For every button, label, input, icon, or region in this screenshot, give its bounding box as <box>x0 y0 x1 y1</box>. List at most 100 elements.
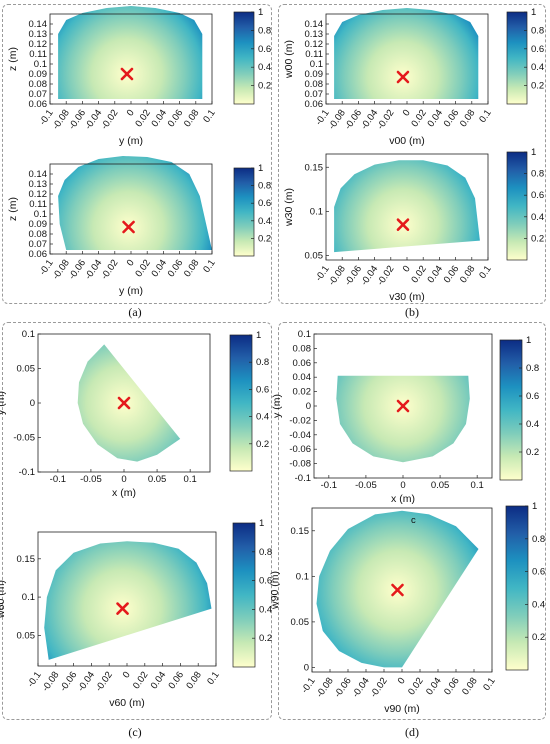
colorbar-tick-label: 0.2 <box>531 233 544 244</box>
x-axis-label: v00 (m) <box>389 135 425 147</box>
x-tick-label: 0.1 <box>201 108 218 125</box>
y-tick-label: 0.07 <box>305 89 324 100</box>
y-tick-label: 0.14 <box>29 19 48 30</box>
x-tick-label: -0.02 <box>99 258 120 282</box>
colorbar-tick-label: 1 <box>532 501 537 512</box>
x-tick-label: 0 <box>125 258 137 269</box>
x-tick-label: -0.08 <box>51 108 72 132</box>
y-tick-label: -0.06 <box>289 444 311 455</box>
heatmap-field <box>58 6 203 99</box>
x-tick-label: 0.02 <box>133 108 153 129</box>
x-tick-label: -0.08 <box>314 676 335 700</box>
x-tick-label: -0.02 <box>99 108 120 132</box>
x-tick-label: 0.04 <box>426 264 446 285</box>
y-tick-label: 0.08 <box>29 229 48 240</box>
colorbar-tick-label: 0.8 <box>258 181 271 192</box>
panel-label-d: (d) <box>405 725 419 739</box>
x-tick-label: -0.04 <box>83 258 104 282</box>
colorbar-tick-label: 0.8 <box>531 169 544 180</box>
colorbar <box>506 11 528 105</box>
x-tick-label: 0.06 <box>166 108 186 129</box>
center-marker <box>396 399 410 413</box>
colorbar-tick-label: 1 <box>259 518 264 529</box>
colorbar <box>233 167 255 257</box>
x-tick-label: 0.1 <box>481 676 498 693</box>
x-axis-label: x (m) <box>112 487 136 499</box>
x-tick-label: -0.04 <box>359 264 380 288</box>
x-tick-label: -0.04 <box>76 670 97 694</box>
center-marker <box>122 220 135 234</box>
x-tick-label: 0.02 <box>406 676 426 697</box>
x-axis-label: v90 (m) <box>384 703 420 715</box>
y-tick-label: 0.14 <box>29 169 48 180</box>
y-tick-label: 0.04 <box>293 372 312 383</box>
x-axis-label: y (m) <box>119 135 143 147</box>
y-axis-label: y (m) <box>0 391 7 415</box>
x-tick-label: 0.06 <box>442 676 462 697</box>
colorbar <box>499 339 523 481</box>
y-tick-label: 0.12 <box>29 39 48 50</box>
chart-2: -0.1-0.08-0.06-0.04-0.02 00.020.040.060.0… <box>7 156 271 297</box>
x-tick-label: 0.02 <box>133 258 153 279</box>
colorbar <box>232 522 256 668</box>
x-tick-label: -0.02 <box>368 676 389 700</box>
x-tick-label: 0.1 <box>471 480 484 491</box>
y-tick-label: -0.1 <box>295 473 311 484</box>
colorbar-tick-label: 1 <box>531 147 536 158</box>
y-tick-label: 0.05 <box>305 251 324 262</box>
colorbar-tick-label: 0.2 <box>256 439 269 450</box>
y-tick-label: 0.09 <box>305 69 324 80</box>
y-tick-label: 0 <box>30 398 35 409</box>
y-tick-label: 0.08 <box>293 343 312 354</box>
panel-d-frame <box>278 322 546 720</box>
x-tick-label: 0.04 <box>150 108 170 129</box>
colorbar-tick-label: 0.6 <box>531 190 544 201</box>
chart-6: -0.1 -0.05 0 0.05 0.1 -0.1 -0.08 -0.06 -0.04 -0.0… <box>271 329 539 505</box>
y-tick-label: 0.11 <box>29 199 47 210</box>
y-tick-label: 0.1 <box>296 571 309 582</box>
x-tick-label: 0.08 <box>458 264 478 285</box>
colorbar-tick-label: 0.8 <box>526 363 539 374</box>
x-tick-label: -0.05 <box>80 474 102 485</box>
x-tick-label: -0.1 <box>50 474 66 485</box>
y-tick-label: 0.06 <box>29 99 48 110</box>
colorbar-tick-label: 0.4 <box>532 599 545 610</box>
panel-label-b: (b) <box>405 305 419 319</box>
x-axis-label: y (m) <box>119 285 143 297</box>
x-axis-label: x (m) <box>391 493 415 505</box>
colorbar-tick-label: 0.4 <box>258 62 271 73</box>
y-tick-label: 0.12 <box>29 189 48 200</box>
x-tick-label: 0.05 <box>431 480 450 491</box>
colorbar-tick-label: 0.6 <box>259 576 272 587</box>
x-tick-label: -0.08 <box>327 108 348 132</box>
colorbar <box>233 11 255 105</box>
x-tick-label: 0 <box>400 480 405 491</box>
y-axis-label: z (m) <box>7 47 19 71</box>
colorbar-tick-label: 0.8 <box>531 25 544 36</box>
colorbar-tick-label: 0.8 <box>256 357 269 368</box>
colorbar-tick-label: 0.8 <box>259 547 272 558</box>
y-tick-label: 0.1 <box>310 206 323 217</box>
x-tick-label: 0 <box>125 108 137 119</box>
y-tick-label: 0.13 <box>305 29 324 40</box>
y-tick-label: -0.1 <box>19 467 35 478</box>
heatmap-field <box>334 8 479 99</box>
colorbar-tick-label: 0.6 <box>256 384 269 395</box>
x-tick-label: -0.02 <box>375 264 396 288</box>
y-tick-label: 0.15 <box>291 526 310 537</box>
colorbar-tick-label: 0.2 <box>532 632 545 643</box>
x-tick-label: 0.06 <box>442 264 462 285</box>
x-tick-label: -0.08 <box>327 264 348 288</box>
x-tick-label: 0.08 <box>184 670 204 691</box>
chart-1: -0.1-0.08-0.06-0.04-0.02 00.020.040.060.0… <box>283 7 544 147</box>
center-marker <box>117 396 131 410</box>
y-tick-label: 0.02 <box>293 387 312 398</box>
colorbar-tick-label: 0.6 <box>526 391 539 402</box>
y-tick-label: 0 <box>306 401 311 412</box>
x-axis-label: v60 (m) <box>109 697 145 709</box>
x-tick-label: -0.06 <box>67 108 88 132</box>
y-tick-label: 0.06 <box>305 99 324 110</box>
x-tick-label: -0.05 <box>355 480 377 491</box>
y-tick-label: 0.11 <box>29 49 47 60</box>
x-tick-label: 0.04 <box>424 676 444 697</box>
